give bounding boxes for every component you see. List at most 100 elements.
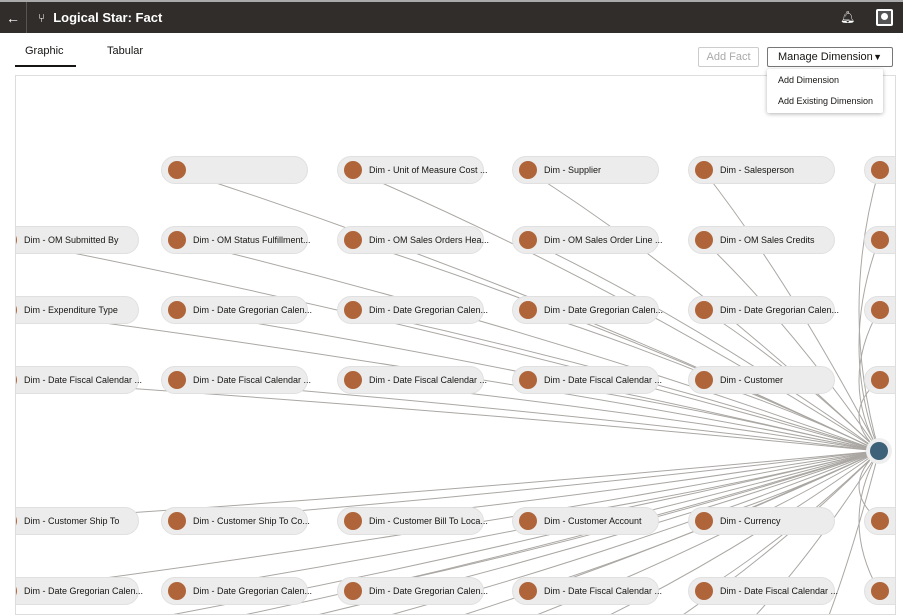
dimension-dot (168, 161, 186, 179)
dimension-node[interactable]: Dim - Date Fiscal Calendar ... (16, 366, 143, 394)
dimension-dot (344, 231, 362, 249)
dimension-dot (695, 371, 713, 389)
dimension-dot (519, 301, 537, 319)
dimension-node[interactable]: Dim - Date Fiscal Calendar ... (161, 366, 311, 394)
dimension-node[interactable] (864, 507, 895, 535)
dimension-label: Dim - Customer (720, 375, 784, 385)
dimension-label: Dim - Date Gregorian Calen... (193, 586, 313, 596)
dimension-dot (519, 582, 537, 600)
dimension-node[interactable]: Dim - OM Submitted By (16, 226, 139, 254)
dimension-node[interactable]: Dim - Date Gregorian Calen... (161, 577, 312, 605)
dimension-dot (168, 512, 186, 530)
dimension-label: Dim - Date Fiscal Calendar ... (24, 375, 143, 385)
dimension-dot (871, 161, 889, 179)
dimension-label: Dim - Customer Bill To Loca... (369, 516, 488, 526)
dimension-node[interactable]: Dim - Currency (688, 507, 835, 535)
menu-item-add-existing-dimension[interactable]: Add Existing Dimension (778, 96, 874, 106)
dimension-dot (695, 512, 713, 530)
dimension-node[interactable]: Dim - Date Gregorian Calen... (161, 296, 312, 324)
dimension-label: Dim - Expenditure Type (24, 305, 118, 315)
dimension-dot (16, 512, 17, 530)
page-title: Logical Star: Fact (53, 10, 163, 25)
graph-canvas[interactable]: Dim - Unit of Measure Cost ... Dim - Supp… (15, 75, 896, 615)
dimension-label: Dim - OM Sales Order Line ... (544, 235, 663, 245)
dimension-dot (519, 512, 537, 530)
dimension-node[interactable]: Dim - Date Gregorian Calen... (688, 296, 839, 324)
dimension-node[interactable] (864, 366, 895, 394)
dimension-node[interactable]: Dim - OM Sales Order Line ... (512, 226, 663, 254)
dimension-node[interactable] (864, 226, 895, 254)
dimension-node[interactable]: Dim - Expenditure Type (16, 296, 139, 324)
dimension-dot (871, 512, 889, 530)
dimension-dot (871, 582, 889, 600)
manage-dimension-button[interactable]: Manage Dimension ▼ (767, 47, 893, 67)
dimension-label: Dim - Customer Ship To Co... (193, 516, 310, 526)
dimension-node[interactable]: Dim - Unit of Measure Cost ... (337, 156, 488, 184)
add-fact-button[interactable]: Add Fact (698, 47, 759, 67)
dimension-dot (16, 301, 17, 319)
dimension-label: Dim - Supplier (544, 165, 602, 175)
caret-down-icon: ▼ (873, 52, 882, 62)
edge (702, 239, 880, 452)
edge (246, 450, 880, 614)
dimension-node[interactable]: Dim - Date Gregorian Calen... (337, 577, 488, 605)
edge (858, 450, 880, 592)
dimension-dot (16, 371, 17, 389)
dimension-node[interactable]: Dim - Customer Ship To (16, 507, 139, 535)
edge (610, 450, 880, 614)
tab-graphic[interactable]: Graphic (15, 45, 76, 67)
dimension-label: Dim - Date Gregorian Calen... (369, 586, 489, 596)
dimension-node[interactable]: Dim - Customer Ship To Co... (161, 507, 310, 535)
dimension-node[interactable]: Dim - Customer (688, 366, 835, 394)
dimension-node[interactable] (864, 577, 895, 605)
dimension-dot (344, 371, 362, 389)
edge (319, 450, 880, 614)
user-icon[interactable] (876, 9, 893, 26)
dimension-label: Dim - OM Status Fulfillment... (193, 235, 311, 245)
dimension-node[interactable]: Dim - Date Gregorian Calen... (16, 577, 143, 605)
dimension-node[interactable]: Dim - Date Fiscal Calendar ... (337, 366, 487, 394)
fact-node[interactable] (870, 442, 888, 460)
dimension-node[interactable]: Dim - Salesperson (688, 156, 835, 184)
dimension-dot (695, 231, 713, 249)
dimension-node[interactable] (864, 296, 895, 324)
dimension-dot (16, 582, 17, 600)
edge (391, 450, 880, 614)
edge (175, 239, 880, 452)
arrow-left-icon[interactable]: ← (0, 2, 27, 33)
tab-tabular[interactable]: Tabular (107, 45, 144, 57)
dimension-node[interactable]: Dim - OM Sales Orders Hea... (337, 226, 489, 254)
dimension-node[interactable]: Dim - Date Fiscal Calendar ... (688, 577, 838, 605)
dimension-dot (16, 231, 17, 249)
dimension-dot (519, 161, 537, 179)
bell-icon[interactable]: 🔔︎ (840, 10, 856, 24)
edge (858, 239, 880, 452)
dimension-node[interactable]: Dim - OM Sales Credits (688, 226, 835, 254)
dimension-dot (519, 371, 537, 389)
dimension-dot (344, 161, 362, 179)
dimension-node[interactable] (161, 156, 308, 184)
dimension-node[interactable]: Dim - Date Fiscal Calendar ... (512, 577, 663, 605)
dimension-dot (344, 301, 362, 319)
dimension-node[interactable]: Dim - Supplier (512, 156, 659, 184)
dimension-label: Dim - Date Fiscal Calendar ... (544, 586, 663, 596)
edge (16, 241, 880, 452)
edge (858, 169, 880, 452)
dimension-node[interactable]: Dim - Customer Bill To Loca... (337, 507, 488, 535)
dimension-node[interactable]: Dim - Customer Account (512, 507, 659, 535)
edge (756, 450, 880, 614)
edge (537, 450, 880, 614)
dimension-label: Dim - Customer Ship To (24, 516, 120, 526)
edge (683, 450, 880, 614)
menu-item-add-dimension[interactable]: Add Dimension (778, 75, 840, 85)
dimension-node[interactable]: Dim - Date Fiscal Calendar ... (512, 366, 663, 394)
dimension-node[interactable]: Dim - OM Status Fulfillment... (161, 226, 311, 254)
dimension-node[interactable] (864, 156, 895, 184)
dimension-label: Dim - Date Fiscal Calendar ... (544, 375, 663, 385)
dimension-node[interactable]: Dim - Date Gregorian Calen... (512, 296, 663, 324)
dimension-label: Dim - Date Gregorian Calen... (720, 305, 840, 315)
dimension-node[interactable]: Dim - Date Gregorian Calen... (337, 296, 488, 324)
edge (173, 450, 880, 614)
dimension-dot (344, 582, 362, 600)
manage-dimension-menu: Add Dimension Add Existing Dimension (767, 69, 883, 113)
